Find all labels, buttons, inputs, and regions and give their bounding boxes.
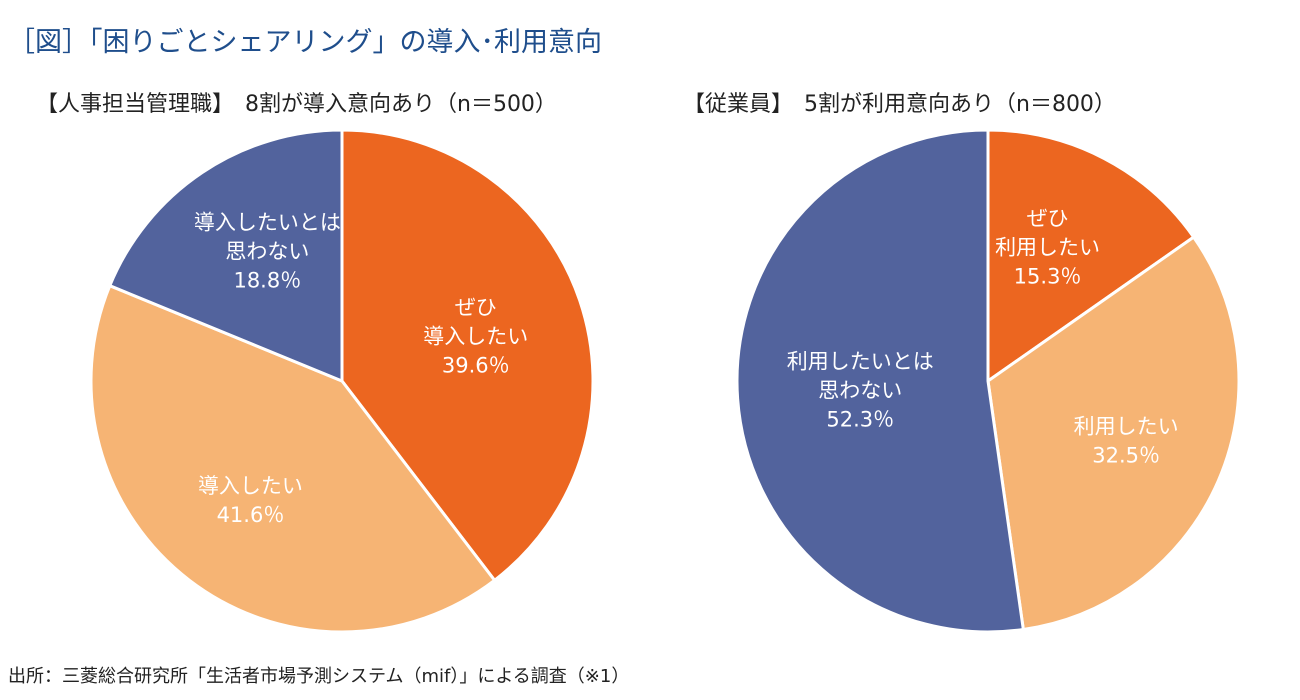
slice-category-label: 導入したいとは: [194, 211, 341, 235]
pie-slice-strong-yes: [986, 128, 1196, 384]
pie-slice-no: [107, 128, 344, 384]
slice-category-label: 思わない: [225, 240, 309, 264]
pie-slice-strong-yes: [340, 128, 595, 583]
pie-slice-yes: [89, 283, 497, 634]
slice-value-label: 15.3％: [1014, 264, 1082, 288]
slice-value-label: 41.6％: [217, 503, 285, 527]
source-note: 出所：三菱総合研究所「生活者市場予測システム（mif）」による調査（※1）: [8, 666, 630, 687]
pie-slice-no: [735, 128, 1026, 634]
slice-category-label: 導入したい: [198, 474, 303, 498]
slice-label-yes: 利用したい 32.5％: [1074, 414, 1179, 467]
slice-value-label: 32.5％: [1092, 443, 1160, 467]
slice-category-label: 利用したいとは: [787, 350, 934, 374]
slice-category-label: 利用したい: [995, 235, 1100, 259]
figure-title: ［図］「困りごとシェアリング」の導入･利用意向: [8, 27, 602, 58]
pie-slice-yes: [986, 235, 1241, 632]
slice-category-label: ぜひ: [455, 296, 497, 320]
chart-title-employees: 【従業員】 5割が利用意向あり（n＝800）: [683, 92, 1116, 117]
slice-category-label: 思わない: [818, 379, 902, 403]
slice-value-label: 18.8％: [233, 269, 301, 293]
slice-category-label: 導入したい: [423, 325, 528, 349]
slice-value-label: 52.3％: [826, 408, 894, 432]
chart-title-managers: 【人事担当管理職】 8割が導入意向あり（n＝500）: [36, 92, 557, 117]
slice-label-yes: 導入したい 41.6％: [198, 474, 303, 527]
slice-category-label: ぜひ: [1027, 206, 1069, 230]
slice-category-label: 利用したい: [1074, 414, 1179, 438]
slice-value-label: 39.6％: [442, 354, 510, 378]
